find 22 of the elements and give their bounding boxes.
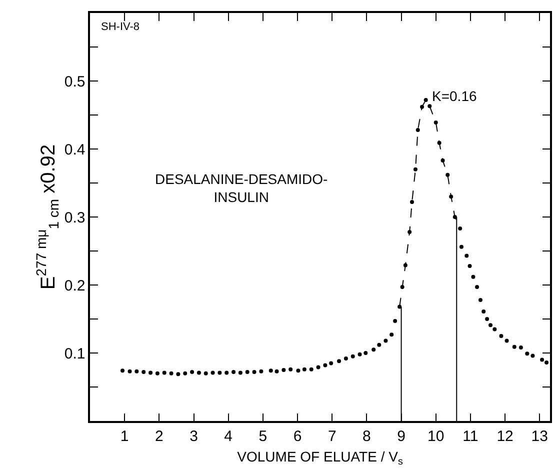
x-tick-label: 4 [224, 428, 233, 445]
y-tick-label: 0.1 [64, 345, 86, 362]
x-tick-label: 7 [328, 428, 336, 445]
x-tick-label: 2 [155, 428, 164, 445]
x-tick-label: 6 [293, 428, 302, 445]
y-tick-label: 0.5 [64, 73, 86, 90]
y-tick-label: 0.3 [64, 209, 86, 226]
x-tick-label: 1 [120, 428, 129, 445]
x-tick-label: 12 [496, 428, 514, 445]
x-axis-title: VOLUME OF ELUATE / V$_{s}$ [237, 448, 403, 468]
y-tick-label: 0.2 [64, 277, 86, 294]
annotation: K=0.16 [432, 88, 477, 104]
x-tick-label: 5 [258, 428, 268, 445]
x-tick-label: 11 [462, 428, 478, 445]
annotation: DESALANINE-DESAMIDO- INSULIN [155, 171, 328, 206]
x-tick-label: 13 [531, 428, 548, 445]
y-tick-label: 0.4 [64, 141, 86, 158]
x-tick-label: 10 [428, 428, 444, 445]
x-tick-label: 8 [362, 428, 371, 445]
x-tick-label: 3 [190, 428, 198, 445]
x-tick-label: 9 [397, 428, 406, 445]
annotation: SH-IV-8 [101, 21, 140, 33]
